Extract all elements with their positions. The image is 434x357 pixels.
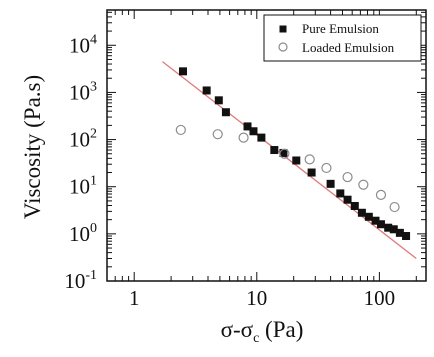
pure-emulsion-point xyxy=(384,223,393,232)
y-tick-label-base: 10 xyxy=(69,128,90,152)
y-tick-label-exponent: -1 xyxy=(85,268,97,283)
legend-label-pure: Pure Emulsion xyxy=(302,21,379,36)
y-tick-label-base: 10 xyxy=(69,80,90,104)
y-tick-label-base: 10 xyxy=(69,175,90,199)
pure-emulsion-point xyxy=(371,216,380,225)
loaded-emulsion-point xyxy=(321,162,332,174)
legend: Pure Emulsion Loaded Emulsion xyxy=(263,14,422,62)
y-tick-label-exponent: 1 xyxy=(90,174,97,189)
y-tick-label-base: 10 xyxy=(69,33,90,57)
x-axis-title-main: σ-σ xyxy=(221,317,254,342)
pure-emulsion-point xyxy=(402,232,411,241)
y-tick-label: 10-1 xyxy=(64,268,97,293)
loaded-emulsion-point xyxy=(375,189,387,201)
pure-emulsion-point xyxy=(257,133,266,142)
legend-label-loaded: Loaded Emulsion xyxy=(302,40,395,55)
pure-emulsion-point xyxy=(326,179,335,188)
pure-emulsion-point xyxy=(243,122,252,131)
pure-emulsion-point xyxy=(336,189,345,198)
loaded-emulsion-point xyxy=(279,148,290,159)
x-tick-label: 1 xyxy=(129,286,140,310)
y-tick-label-exponent: 2 xyxy=(90,127,97,142)
power-law-fit-line xyxy=(162,61,417,260)
pure-emulsion-point xyxy=(357,208,366,217)
legend-box xyxy=(263,14,422,62)
pure-emulsion-point xyxy=(376,220,385,229)
loaded-emulsion-point xyxy=(358,179,369,190)
pure-emulsion-point xyxy=(178,67,187,76)
y-tick-label-exponent: 3 xyxy=(90,79,97,94)
y-axis-title: Viscosity (Pa.s) xyxy=(20,75,45,219)
pure-emulsion-point xyxy=(389,225,398,234)
loaded-emulsion-point xyxy=(212,129,223,140)
pure-emulsion-point xyxy=(214,96,223,105)
pure-emulsion-point xyxy=(395,228,404,237)
pure-emulsion-point xyxy=(202,86,211,95)
pure-emulsion-point xyxy=(292,156,301,165)
fit-line-layer xyxy=(162,61,417,260)
pure-emulsion-point xyxy=(249,127,258,136)
legend-marker-loaded xyxy=(278,42,288,52)
y-tick-label: 103 xyxy=(69,79,97,104)
x-tick-label: 10 xyxy=(246,286,267,310)
x-axis-title-subscript: c xyxy=(253,331,259,346)
x-axis-title-tail: (Pa) xyxy=(259,317,303,342)
loaded-emulsion-point xyxy=(342,171,353,183)
pure-emulsion-point xyxy=(221,108,230,117)
pure-emulsion-point xyxy=(270,146,279,155)
data-points-layer xyxy=(175,67,411,241)
y-tick-label-exponent: 0 xyxy=(90,221,97,236)
y-tick-label: 104 xyxy=(69,32,97,57)
ticks-layer xyxy=(106,10,426,282)
y-tick-label: 101 xyxy=(69,174,97,199)
y-tick-label-base: 10 xyxy=(64,269,85,293)
loaded-emulsion-point xyxy=(389,201,400,213)
loaded-emulsion-point xyxy=(238,132,249,143)
y-tick-label-exponent: 4 xyxy=(90,32,97,47)
pure-emulsion-point xyxy=(350,201,359,210)
pure-emulsion-point xyxy=(307,168,316,177)
x-axis-title: σ-σc (Pa) xyxy=(221,317,304,346)
y-tick-label-base: 10 xyxy=(69,222,90,246)
x-tick-label: 100 xyxy=(364,286,396,310)
pure-emulsion-point xyxy=(364,212,373,221)
y-tick-label: 100 xyxy=(69,221,97,246)
pure-emulsion-point xyxy=(343,195,352,204)
loaded-emulsion-point xyxy=(304,154,315,165)
loaded-emulsion-point xyxy=(175,124,186,136)
y-tick-label: 102 xyxy=(69,127,97,152)
pure-emulsion-point xyxy=(279,148,288,157)
legend-marker-pure xyxy=(279,25,287,33)
plot-frame xyxy=(106,9,427,282)
